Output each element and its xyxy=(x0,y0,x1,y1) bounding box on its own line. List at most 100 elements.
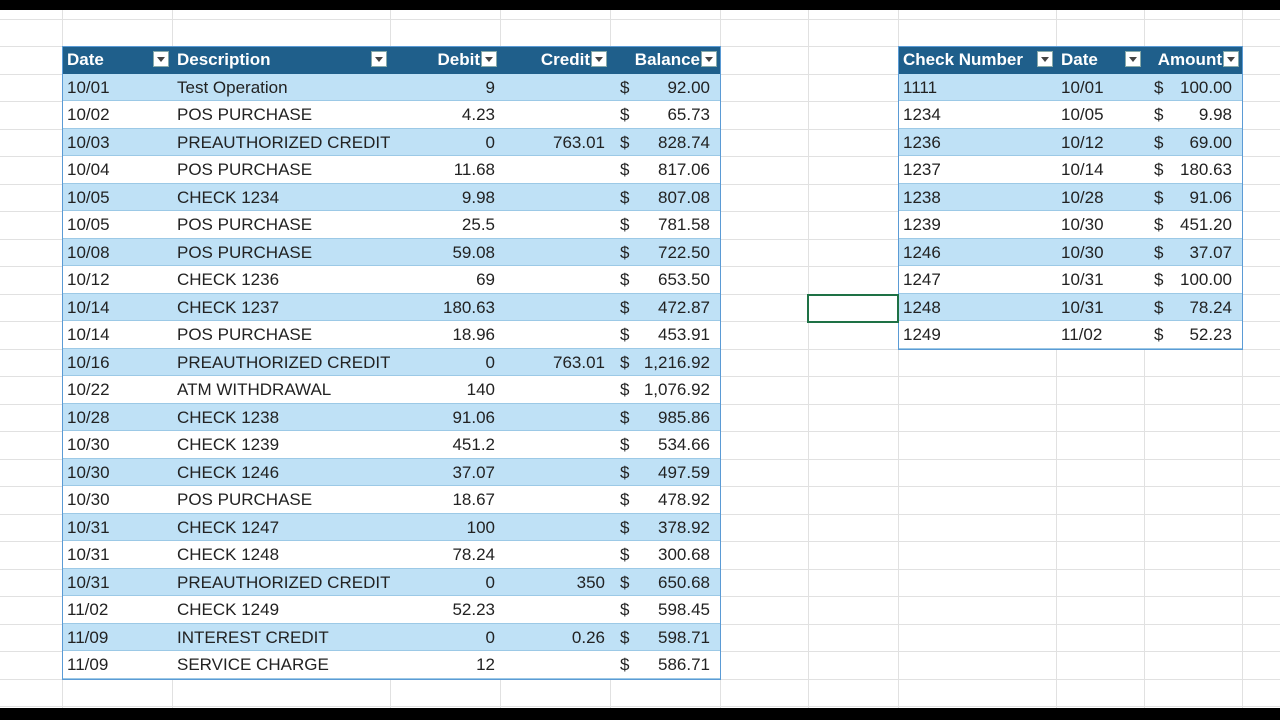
table-cell[interactable]: $180.63 xyxy=(1144,156,1242,184)
table-cell[interactable]: 52.23 xyxy=(390,596,500,624)
filter-button[interactable] xyxy=(701,51,717,67)
table-cell[interactable]: 91.06 xyxy=(390,403,500,431)
table-cell[interactable]: 451.2 xyxy=(390,431,500,459)
table-cell[interactable]: 10/01 xyxy=(62,73,172,101)
table-cell[interactable]: $69.00 xyxy=(1144,128,1242,156)
table-cell[interactable]: 10/30 xyxy=(62,486,172,514)
table-cell[interactable] xyxy=(500,458,610,486)
table-cell[interactable]: 1237 xyxy=(898,156,1056,184)
filter-button[interactable] xyxy=(1037,51,1053,67)
table-cell[interactable]: 69 xyxy=(390,266,500,294)
table-cell[interactable]: 9.98 xyxy=(390,183,500,211)
table-cell[interactable]: 10/16 xyxy=(62,348,172,376)
table-cell[interactable]: $722.50 xyxy=(610,238,720,266)
table-cell[interactable]: CHECK 1234 xyxy=(172,183,390,211)
table-cell[interactable] xyxy=(500,403,610,431)
table-cell[interactable]: PREAUTHORIZED CREDIT xyxy=(172,348,390,376)
table-cell[interactable]: 10/30 xyxy=(62,431,172,459)
table-cell[interactable]: 10/14 xyxy=(1056,156,1144,184)
table-cell[interactable] xyxy=(500,541,610,569)
table-cell[interactable]: 180.63 xyxy=(390,293,500,321)
table-cell[interactable]: $478.92 xyxy=(610,486,720,514)
table-cell[interactable]: $453.91 xyxy=(610,321,720,349)
table-cell[interactable]: 25.5 xyxy=(390,211,500,239)
table-cell[interactable]: 10/31 xyxy=(1056,293,1144,321)
table-cell[interactable] xyxy=(500,266,610,294)
table-cell[interactable] xyxy=(500,376,610,404)
table-cell[interactable]: $91.06 xyxy=(1144,183,1242,211)
filter-button[interactable] xyxy=(591,51,607,67)
table-cell[interactable]: $650.68 xyxy=(610,568,720,596)
table-cell[interactable]: 10/31 xyxy=(62,513,172,541)
filter-button[interactable] xyxy=(153,51,169,67)
table-cell[interactable]: $1,216.92 xyxy=(610,348,720,376)
table-cell[interactable]: 10/12 xyxy=(62,266,172,294)
table-cell[interactable]: 1249 xyxy=(898,321,1056,349)
table-cell[interactable] xyxy=(500,431,610,459)
table-cell[interactable]: $598.71 xyxy=(610,623,720,651)
table-cell[interactable]: 10/28 xyxy=(1056,183,1144,211)
table-cell[interactable]: CHECK 1238 xyxy=(172,403,390,431)
table-cell[interactable]: 10/12 xyxy=(1056,128,1144,156)
table-cell[interactable]: $1,076.92 xyxy=(610,376,720,404)
table-cell[interactable]: $472.87 xyxy=(610,293,720,321)
table-cell[interactable]: 1247 xyxy=(898,266,1056,294)
table-cell[interactable]: 0.26 xyxy=(500,623,610,651)
table-cell[interactable]: 11/09 xyxy=(62,651,172,679)
table-cell[interactable]: CHECK 1248 xyxy=(172,541,390,569)
table-cell[interactable]: ATM WITHDRAWAL xyxy=(172,376,390,404)
table-cell[interactable]: $497.59 xyxy=(610,458,720,486)
table-cell[interactable] xyxy=(500,73,610,101)
table-cell[interactable]: CHECK 1249 xyxy=(172,596,390,624)
table-cell[interactable]: 10/03 xyxy=(62,128,172,156)
table-cell[interactable]: POS PURCHASE xyxy=(172,101,390,129)
table-cell[interactable]: 10/28 xyxy=(62,403,172,431)
table-cell[interactable]: CHECK 1247 xyxy=(172,513,390,541)
table-cell[interactable]: 11/02 xyxy=(1056,321,1144,349)
table-cell[interactable]: $598.45 xyxy=(610,596,720,624)
table-cell[interactable]: $100.00 xyxy=(1144,73,1242,101)
table-cell[interactable]: 763.01 xyxy=(500,128,610,156)
table-cell[interactable]: CHECK 1246 xyxy=(172,458,390,486)
table-cell[interactable]: 10/30 xyxy=(1056,211,1144,239)
table-cell[interactable]: 1236 xyxy=(898,128,1056,156)
table-cell[interactable]: 10/22 xyxy=(62,376,172,404)
table-cell[interactable]: 10/04 xyxy=(62,156,172,184)
table-cell[interactable]: 0 xyxy=(390,128,500,156)
table-cell[interactable]: 10/01 xyxy=(1056,73,1144,101)
table-cell[interactable]: 12 xyxy=(390,651,500,679)
table-cell[interactable]: 11/09 xyxy=(62,623,172,651)
table-cell[interactable] xyxy=(500,211,610,239)
table-cell[interactable]: $78.24 xyxy=(1144,293,1242,321)
table-cell[interactable]: $817.06 xyxy=(610,156,720,184)
table-cell[interactable]: $9.98 xyxy=(1144,101,1242,129)
table-cell[interactable]: 10/05 xyxy=(1056,101,1144,129)
table-cell[interactable] xyxy=(500,513,610,541)
table-cell[interactable]: 10/31 xyxy=(62,541,172,569)
table-cell[interactable] xyxy=(500,183,610,211)
table-cell[interactable]: $52.23 xyxy=(1144,321,1242,349)
table-cell[interactable]: 11/02 xyxy=(62,596,172,624)
table-cell[interactable]: 1111 xyxy=(898,73,1056,101)
table-cell[interactable] xyxy=(500,238,610,266)
table-cell[interactable]: $781.58 xyxy=(610,211,720,239)
table-cell[interactable]: 1234 xyxy=(898,101,1056,129)
table-cell[interactable]: $653.50 xyxy=(610,266,720,294)
table-cell[interactable]: 1246 xyxy=(898,238,1056,266)
filter-button[interactable] xyxy=(1125,51,1141,67)
table-cell[interactable]: $451.20 xyxy=(1144,211,1242,239)
table-cell[interactable]: 100 xyxy=(390,513,500,541)
table-cell[interactable]: $37.07 xyxy=(1144,238,1242,266)
table-cell[interactable]: PREAUTHORIZED CREDIT xyxy=(172,568,390,596)
table-cell[interactable]: 10/05 xyxy=(62,183,172,211)
table-cell[interactable]: 1239 xyxy=(898,211,1056,239)
table-cell[interactable]: CHECK 1236 xyxy=(172,266,390,294)
table-cell[interactable] xyxy=(500,651,610,679)
table-cell[interactable] xyxy=(500,486,610,514)
table-cell[interactable]: 78.24 xyxy=(390,541,500,569)
table-cell[interactable]: 10/31 xyxy=(1056,266,1144,294)
table-cell[interactable]: 350 xyxy=(500,568,610,596)
table-cell[interactable]: PREAUTHORIZED CREDIT xyxy=(172,128,390,156)
table-cell[interactable]: 763.01 xyxy=(500,348,610,376)
table-cell[interactable]: $807.08 xyxy=(610,183,720,211)
